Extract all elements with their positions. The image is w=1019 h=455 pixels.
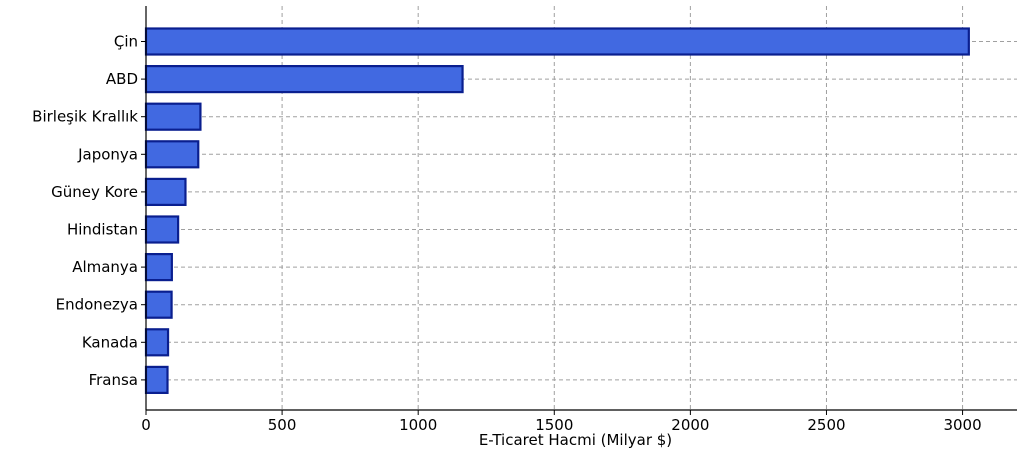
y-tick-label: Fransa [89, 371, 138, 389]
x-axis-label: E-Ticaret Hacmi (Milyar $) [479, 431, 672, 449]
axes [141, 6, 1017, 415]
y-tick-label: Kanada [82, 333, 138, 351]
bar [144, 290, 173, 319]
bar [144, 328, 170, 357]
y-tick-label: ABD [106, 70, 138, 88]
y-tick-label: Çin [114, 33, 138, 51]
bars [144, 27, 970, 394]
x-tick-labels: 0 500 1000 1500 2000 2500 3000 [141, 416, 981, 434]
bar [144, 365, 169, 394]
bar [144, 64, 464, 94]
bar [144, 177, 187, 206]
x-tick-label: 1500 [535, 416, 573, 434]
x-tick-label: 1000 [399, 416, 437, 434]
bar [144, 215, 180, 244]
y-tick-label: Birleşik Krallık [32, 108, 138, 126]
y-tick-label: Japonya [77, 145, 138, 163]
y-tick-label: Almanya [72, 258, 138, 276]
y-tick-labels: Çin ABD Birleşik Krallık Japonya Güney Kore H… [32, 33, 138, 389]
bar [144, 102, 202, 131]
bar [144, 27, 970, 56]
bar [144, 253, 173, 282]
x-tick-label: 2500 [807, 416, 845, 434]
x-tick-label: 3000 [943, 416, 981, 434]
y-tick-label: Güney Kore [51, 183, 138, 201]
y-tick-label: Endonezya [56, 296, 138, 314]
x-tick-label: 0 [141, 416, 151, 434]
y-tick-label: Hindistan [67, 221, 138, 239]
x-tick-label: 2000 [671, 416, 709, 434]
x-tick-label: 500 [268, 416, 297, 434]
bar [144, 140, 200, 169]
